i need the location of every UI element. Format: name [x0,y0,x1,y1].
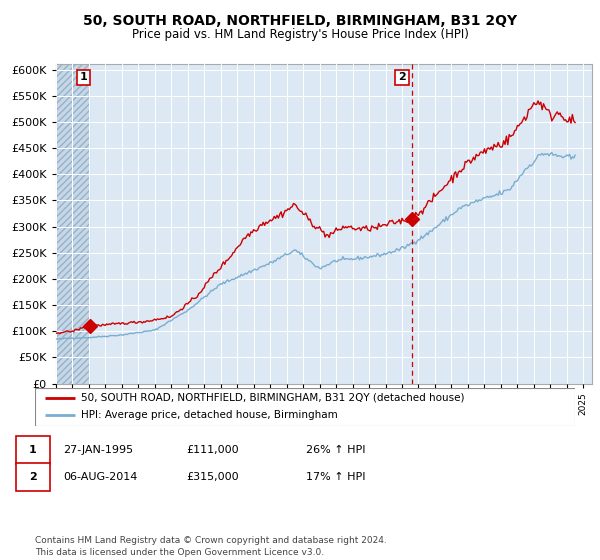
Text: Contains HM Land Registry data © Crown copyright and database right 2024.
This d: Contains HM Land Registry data © Crown c… [35,536,386,557]
Text: 50, SOUTH ROAD, NORTHFIELD, BIRMINGHAM, B31 2QY (detached house): 50, SOUTH ROAD, NORTHFIELD, BIRMINGHAM, … [81,393,464,403]
FancyBboxPatch shape [35,388,575,426]
Text: HPI: Average price, detached house, Birmingham: HPI: Average price, detached house, Birm… [81,410,337,421]
Bar [56,64,89,384]
Text: 1: 1 [80,72,88,82]
Text: 2: 2 [29,472,37,482]
Text: 26% ↑ HPI: 26% ↑ HPI [306,445,365,455]
Text: 50, SOUTH ROAD, NORTHFIELD, BIRMINGHAM, B31 2QY: 50, SOUTH ROAD, NORTHFIELD, BIRMINGHAM, … [83,14,517,28]
Text: 06-AUG-2014: 06-AUG-2014 [63,472,137,482]
Text: 17% ↑ HPI: 17% ↑ HPI [306,472,365,482]
Text: Price paid vs. HM Land Registry's House Price Index (HPI): Price paid vs. HM Land Registry's House … [131,28,469,41]
Text: 27-JAN-1995: 27-JAN-1995 [63,445,133,455]
Text: £315,000: £315,000 [186,472,239,482]
Bar [56,64,89,384]
Text: 2: 2 [398,72,406,82]
Text: £111,000: £111,000 [186,445,239,455]
Text: 1: 1 [29,445,37,455]
